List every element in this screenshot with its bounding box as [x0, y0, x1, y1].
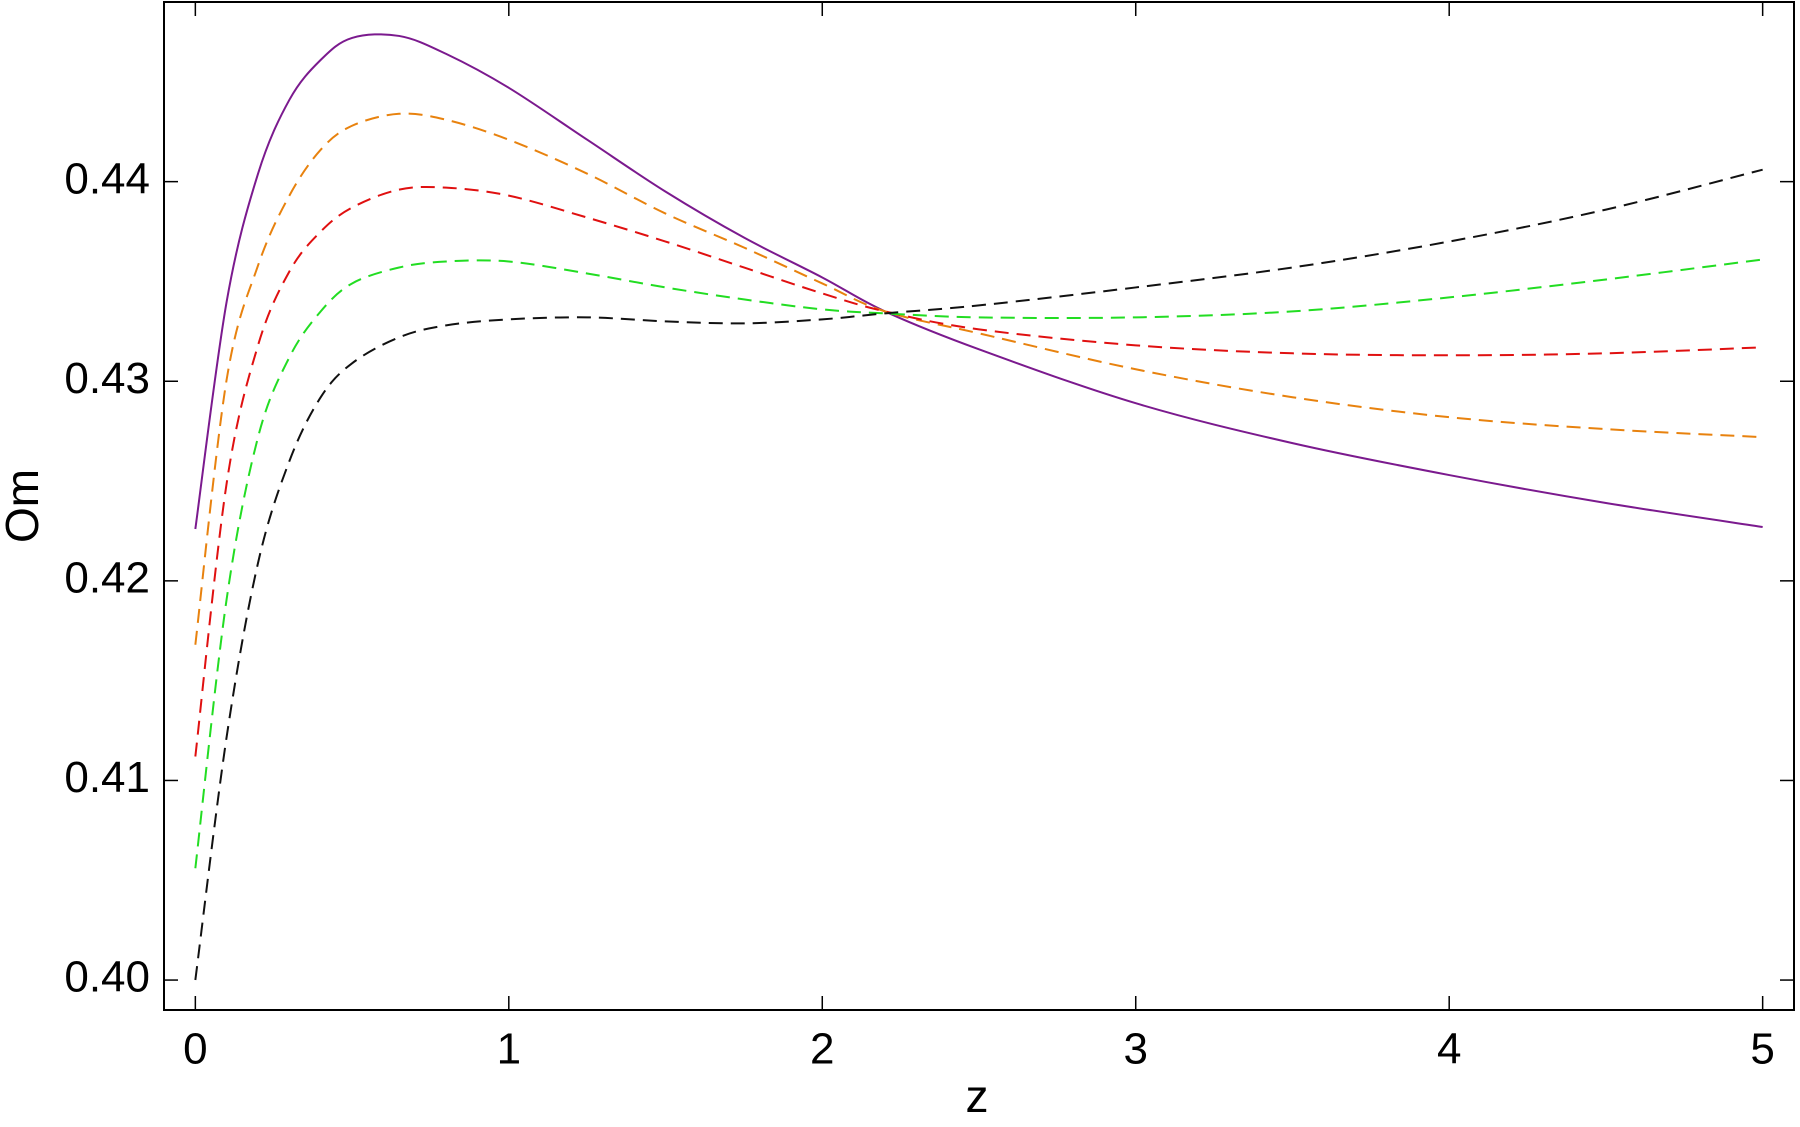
x-tick-label: 0 — [183, 1025, 207, 1074]
x-tick-label: 5 — [1750, 1025, 1774, 1074]
y-tick-label: 0.44 — [64, 154, 150, 203]
line-series — [194, 185, 1763, 757]
line-series — [194, 168, 1763, 981]
y-tick-label: 0.41 — [64, 753, 150, 802]
y-tick-label: 0.43 — [64, 354, 150, 403]
line-series — [194, 33, 1763, 530]
x-axis-label: z — [966, 1070, 989, 1122]
line-series — [194, 112, 1763, 645]
y-tick-label: 0.42 — [64, 553, 150, 602]
x-tick-label: 2 — [810, 1025, 834, 1074]
x-tick-label: 4 — [1437, 1025, 1461, 1074]
y-tick-label: 0.40 — [64, 953, 150, 1002]
line-series — [194, 258, 1763, 869]
y-axis-label: Om — [0, 469, 48, 543]
plot-frame — [163, 1, 1795, 1011]
x-tick-label: 3 — [1123, 1025, 1147, 1074]
x-tick-label: 1 — [497, 1025, 521, 1074]
